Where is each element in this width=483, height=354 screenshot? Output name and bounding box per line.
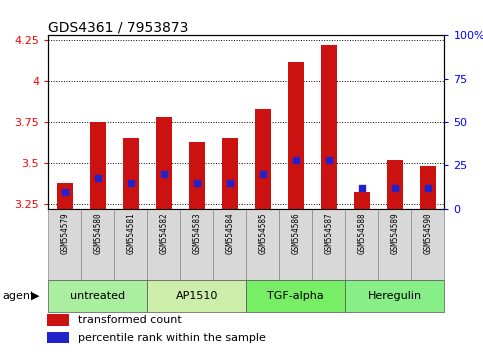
- Text: GSM554587: GSM554587: [325, 212, 333, 254]
- Bar: [412, 209, 444, 280]
- Text: GSM554586: GSM554586: [291, 212, 300, 254]
- Text: Heregulin: Heregulin: [368, 291, 422, 301]
- Text: percentile rank within the sample: percentile rank within the sample: [78, 333, 266, 343]
- Bar: [420, 166, 436, 209]
- Text: GSM554590: GSM554590: [424, 212, 432, 254]
- Point: [94, 175, 102, 181]
- Bar: [386, 160, 403, 209]
- Point: [226, 180, 234, 186]
- Bar: [222, 138, 238, 209]
- Point: [259, 171, 267, 177]
- Point: [160, 171, 168, 177]
- Bar: [47, 314, 69, 326]
- Text: GDS4361 / 7953873: GDS4361 / 7953873: [48, 20, 189, 34]
- Text: GSM554585: GSM554585: [258, 212, 267, 254]
- Text: agent: agent: [2, 291, 35, 301]
- Text: transformed count: transformed count: [78, 315, 182, 325]
- Point: [292, 158, 299, 163]
- Bar: [255, 109, 271, 209]
- Bar: [354, 193, 370, 209]
- Bar: [321, 45, 337, 209]
- Text: GSM554582: GSM554582: [159, 212, 168, 254]
- Bar: [378, 209, 412, 280]
- Bar: [246, 209, 279, 280]
- Text: ▶: ▶: [31, 291, 40, 301]
- Bar: [188, 142, 205, 209]
- Point: [61, 189, 69, 194]
- Bar: [57, 183, 73, 209]
- Point: [325, 158, 333, 163]
- Text: GSM554589: GSM554589: [390, 212, 399, 254]
- Bar: [123, 138, 139, 209]
- Bar: [48, 209, 81, 280]
- Bar: [345, 209, 378, 280]
- Text: GSM554580: GSM554580: [93, 212, 102, 254]
- Text: AP1510: AP1510: [176, 291, 218, 301]
- Bar: [156, 117, 172, 209]
- Point: [358, 185, 366, 191]
- Point: [193, 180, 201, 186]
- Point: [424, 185, 432, 191]
- Bar: [313, 209, 345, 280]
- Bar: [180, 209, 213, 280]
- Text: GSM554588: GSM554588: [357, 212, 366, 254]
- Bar: [287, 62, 304, 209]
- Bar: [48, 280, 147, 312]
- Text: GSM554581: GSM554581: [127, 212, 135, 254]
- Bar: [213, 209, 246, 280]
- Bar: [279, 209, 313, 280]
- Bar: [147, 280, 246, 312]
- Bar: [47, 332, 69, 343]
- Point: [127, 180, 135, 186]
- Bar: [345, 280, 444, 312]
- Text: GSM554584: GSM554584: [226, 212, 234, 254]
- Bar: [147, 209, 180, 280]
- Bar: [246, 280, 345, 312]
- Text: GSM554583: GSM554583: [192, 212, 201, 254]
- Text: untreated: untreated: [70, 291, 126, 301]
- Bar: [89, 122, 106, 209]
- Point: [391, 185, 399, 191]
- Bar: [81, 209, 114, 280]
- Text: GSM554579: GSM554579: [60, 212, 69, 254]
- Text: TGF-alpha: TGF-alpha: [268, 291, 324, 301]
- Bar: [114, 209, 147, 280]
